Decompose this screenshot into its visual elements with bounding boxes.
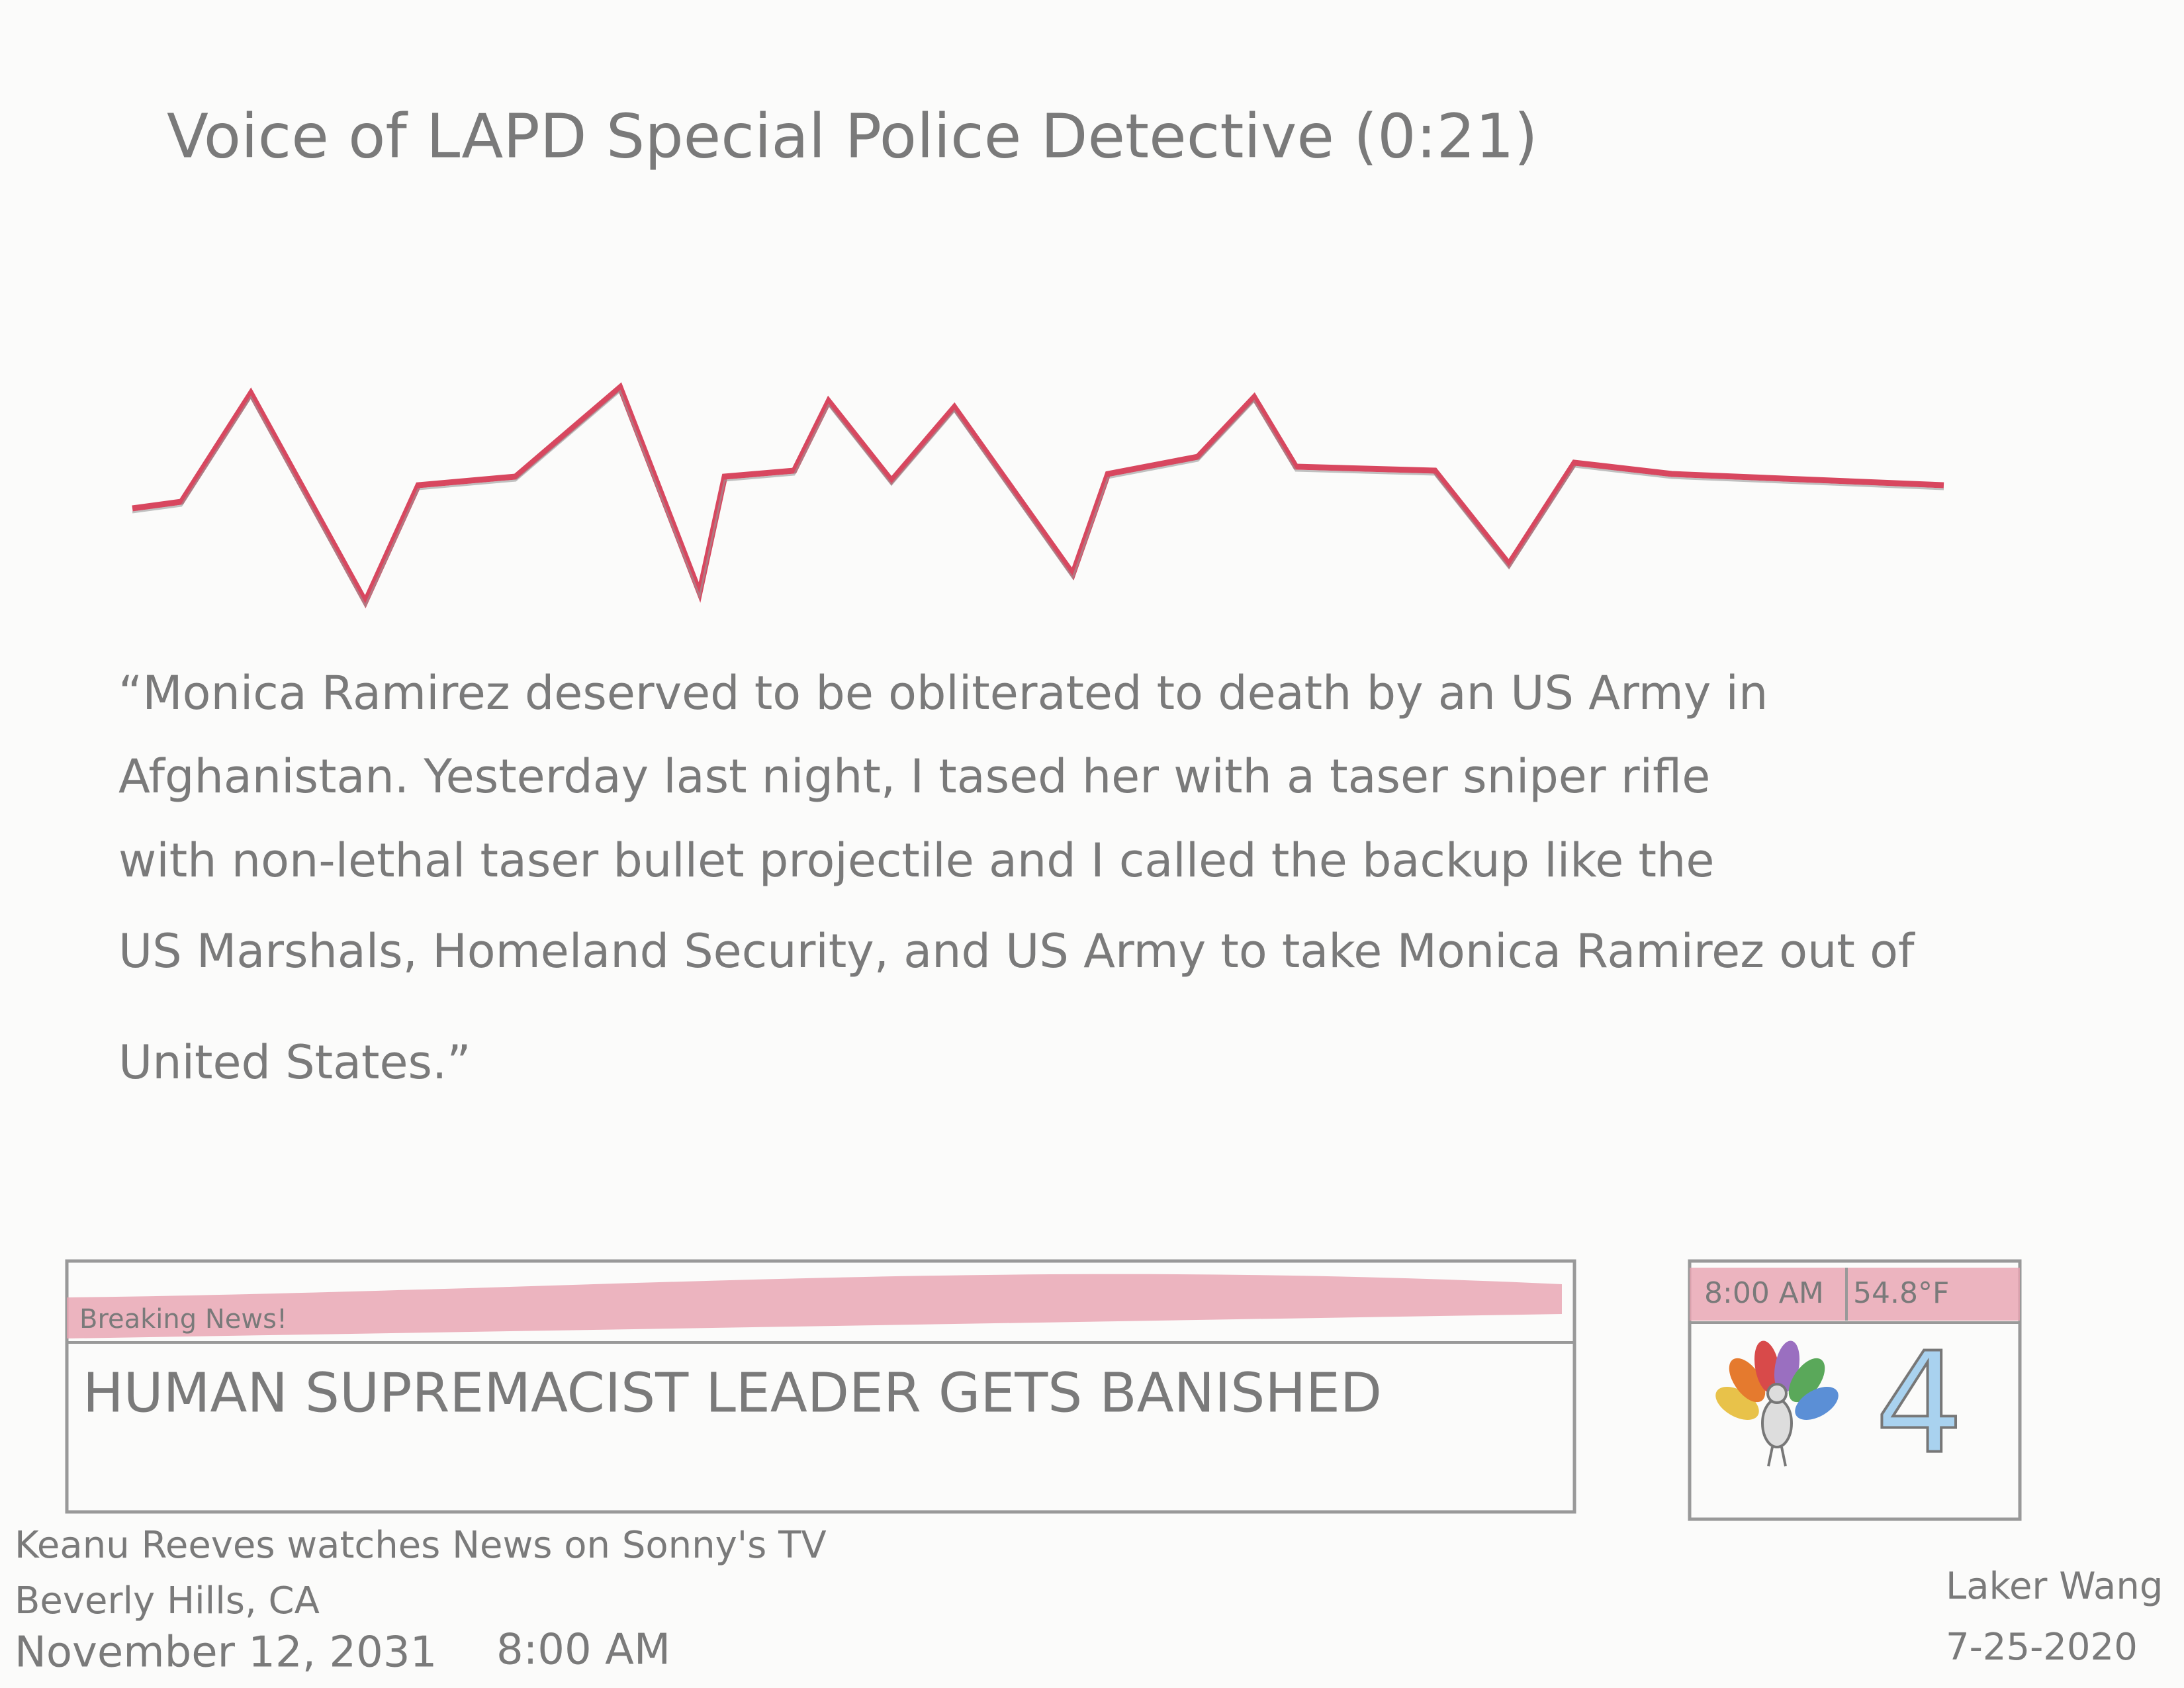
signature-name: Laker Wang: [1946, 1565, 2163, 1608]
waveform-shadow: [132, 389, 1944, 608]
ticker-box: [65, 1259, 1576, 1514]
temperature: 54.8°F: [1853, 1276, 1949, 1310]
quote-line: United States.”: [118, 1035, 471, 1090]
quote: “Monica Ramirez deserved to be obliterat…: [118, 666, 1915, 1090]
station-box: [1688, 1259, 2022, 1521]
quote-line: Afghanistan. Yesterday last night, I tas…: [118, 749, 1710, 804]
waveform: [132, 382, 1944, 609]
headline: HUMAN SUPREMACIST LEADER GETS BANISHED: [83, 1362, 1382, 1425]
quote-line: US Marshals, Homeland Security, and US A…: [118, 924, 1915, 978]
ticker-label: Breaking News!: [79, 1304, 287, 1335]
ticker-band: [67, 1274, 1562, 1338]
caption-date: November 12, 2031: [15, 1628, 437, 1677]
signature-date: 7-25-2020: [1946, 1626, 2138, 1669]
caption-line: Keanu Reeves watches News on Sonny's TV: [15, 1524, 827, 1567]
time: 8:00 AM: [1704, 1276, 1824, 1310]
title: Voice of LAPD Special Police Detective (…: [167, 101, 1538, 171]
caption-line: Beverly Hills, CA: [15, 1579, 320, 1622]
peacock-logo: [1715, 1340, 1839, 1467]
caption-time: 8:00 AM: [496, 1626, 670, 1675]
channel-number: 4: [1875, 1323, 1964, 1485]
station-band: [1690, 1268, 2020, 1321]
quote-line: with non-lethal taser bullet projectile …: [118, 833, 1714, 888]
quote-line: “Monica Ramirez deserved to be obliterat…: [118, 666, 1768, 720]
